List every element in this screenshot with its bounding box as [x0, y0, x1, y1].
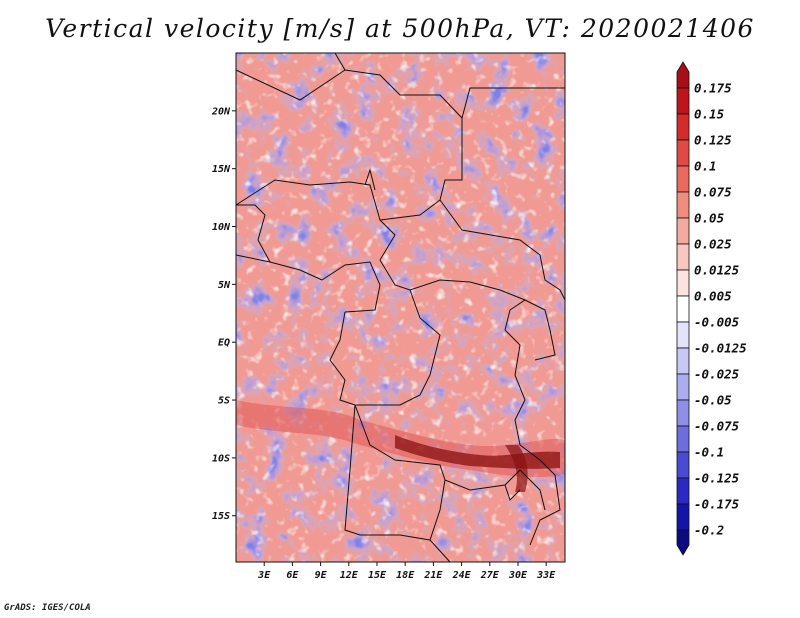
colorbar: 0.175 0.15 0.125 0.1 0.075 0.05 0.025 0.0125 0.0… — [676, 61, 747, 556]
lon-label: 24E — [452, 570, 472, 581]
colorbar-swatch — [676, 87, 690, 115]
colorbar-swatch — [676, 139, 690, 167]
lat-label: 20N — [211, 106, 231, 117]
colorbar-label: -0.175 — [694, 497, 740, 512]
country-boundaries — [235, 52, 566, 563]
colorbar-swatch — [676, 529, 690, 556]
colorbar-label: -0.075 — [694, 419, 740, 434]
colorbar-swatch — [676, 295, 690, 323]
colorbar-swatch — [676, 425, 690, 453]
lat-label: 15S — [212, 511, 230, 522]
lon-label: 21E — [423, 570, 443, 581]
colorbar-label: 0.125 — [694, 133, 732, 148]
map-title: Vertical velocity [m/s] at 500hPa, VT: 2… — [45, 14, 755, 43]
colorbar-label: 0.025 — [694, 237, 732, 252]
lon-label: 15E — [368, 570, 387, 581]
colorbar-swatch — [676, 165, 690, 193]
colorbar-label: 0.15 — [694, 107, 725, 122]
colorbar-label: -0.1 — [694, 445, 724, 460]
lat-label: 5S — [218, 396, 230, 407]
colorbar-swatch — [676, 347, 690, 375]
colorbar-swatch — [676, 503, 690, 531]
colorbar-label: 0.05 — [694, 211, 725, 226]
colorbar-label: -0.005 — [694, 315, 740, 330]
latitude-axis: 20N 15N 10N 5N EQ 5S 10S 15S — [211, 106, 236, 522]
velocity-field — [236, 53, 565, 562]
colorbar-swatch — [676, 61, 690, 89]
lon-label: 3E — [257, 570, 271, 581]
colorbar-swatch — [676, 269, 690, 297]
colorbar-label: -0.025 — [694, 367, 740, 382]
lat-label: 10S — [212, 453, 230, 464]
colorbar-swatch — [676, 113, 690, 141]
colorbar-swatch — [676, 217, 690, 245]
colorbar-label: 0.175 — [694, 81, 732, 96]
lon-label: 9E — [315, 570, 328, 581]
colorbar-swatch — [676, 477, 690, 505]
lat-label: 15N — [212, 164, 231, 175]
colorbar-swatch — [676, 451, 690, 479]
lon-label: 33E — [536, 570, 556, 581]
colorbar-swatch — [676, 399, 690, 427]
colorbar-swatch — [676, 321, 690, 349]
colorbar-swatch — [676, 243, 690, 271]
colorbar-label: -0.05 — [694, 393, 732, 408]
colorbar-label: 0.005 — [694, 289, 732, 304]
colorbar-label: -0.0125 — [694, 341, 747, 356]
colorbar-swatch — [676, 373, 690, 401]
map-frame — [235, 52, 566, 563]
lon-label: 27E — [480, 570, 500, 581]
lon-label: 18E — [396, 570, 415, 581]
lat-label: 10N — [212, 222, 231, 233]
colorbar-label: 0.0125 — [694, 263, 740, 278]
lat-label: 5N — [218, 280, 231, 291]
credit-label: GrADS: IGES/COLA — [4, 603, 91, 613]
colorbar-label: 0.075 — [694, 185, 732, 200]
colorbar-label: -0.2 — [694, 523, 724, 538]
lon-label: 6E — [286, 570, 299, 581]
lon-label: 30E — [508, 570, 528, 581]
colorbar-label: -0.125 — [694, 471, 740, 486]
colorbar-swatch — [676, 191, 690, 219]
lat-label: EQ — [218, 338, 230, 349]
colorbar-label: 0.1 — [694, 159, 717, 174]
longitude-axis: 3E 6E 9E 12E 15E 18E 21E 24E 27E 30E 33E — [257, 562, 556, 581]
lon-label: 12E — [340, 570, 359, 581]
